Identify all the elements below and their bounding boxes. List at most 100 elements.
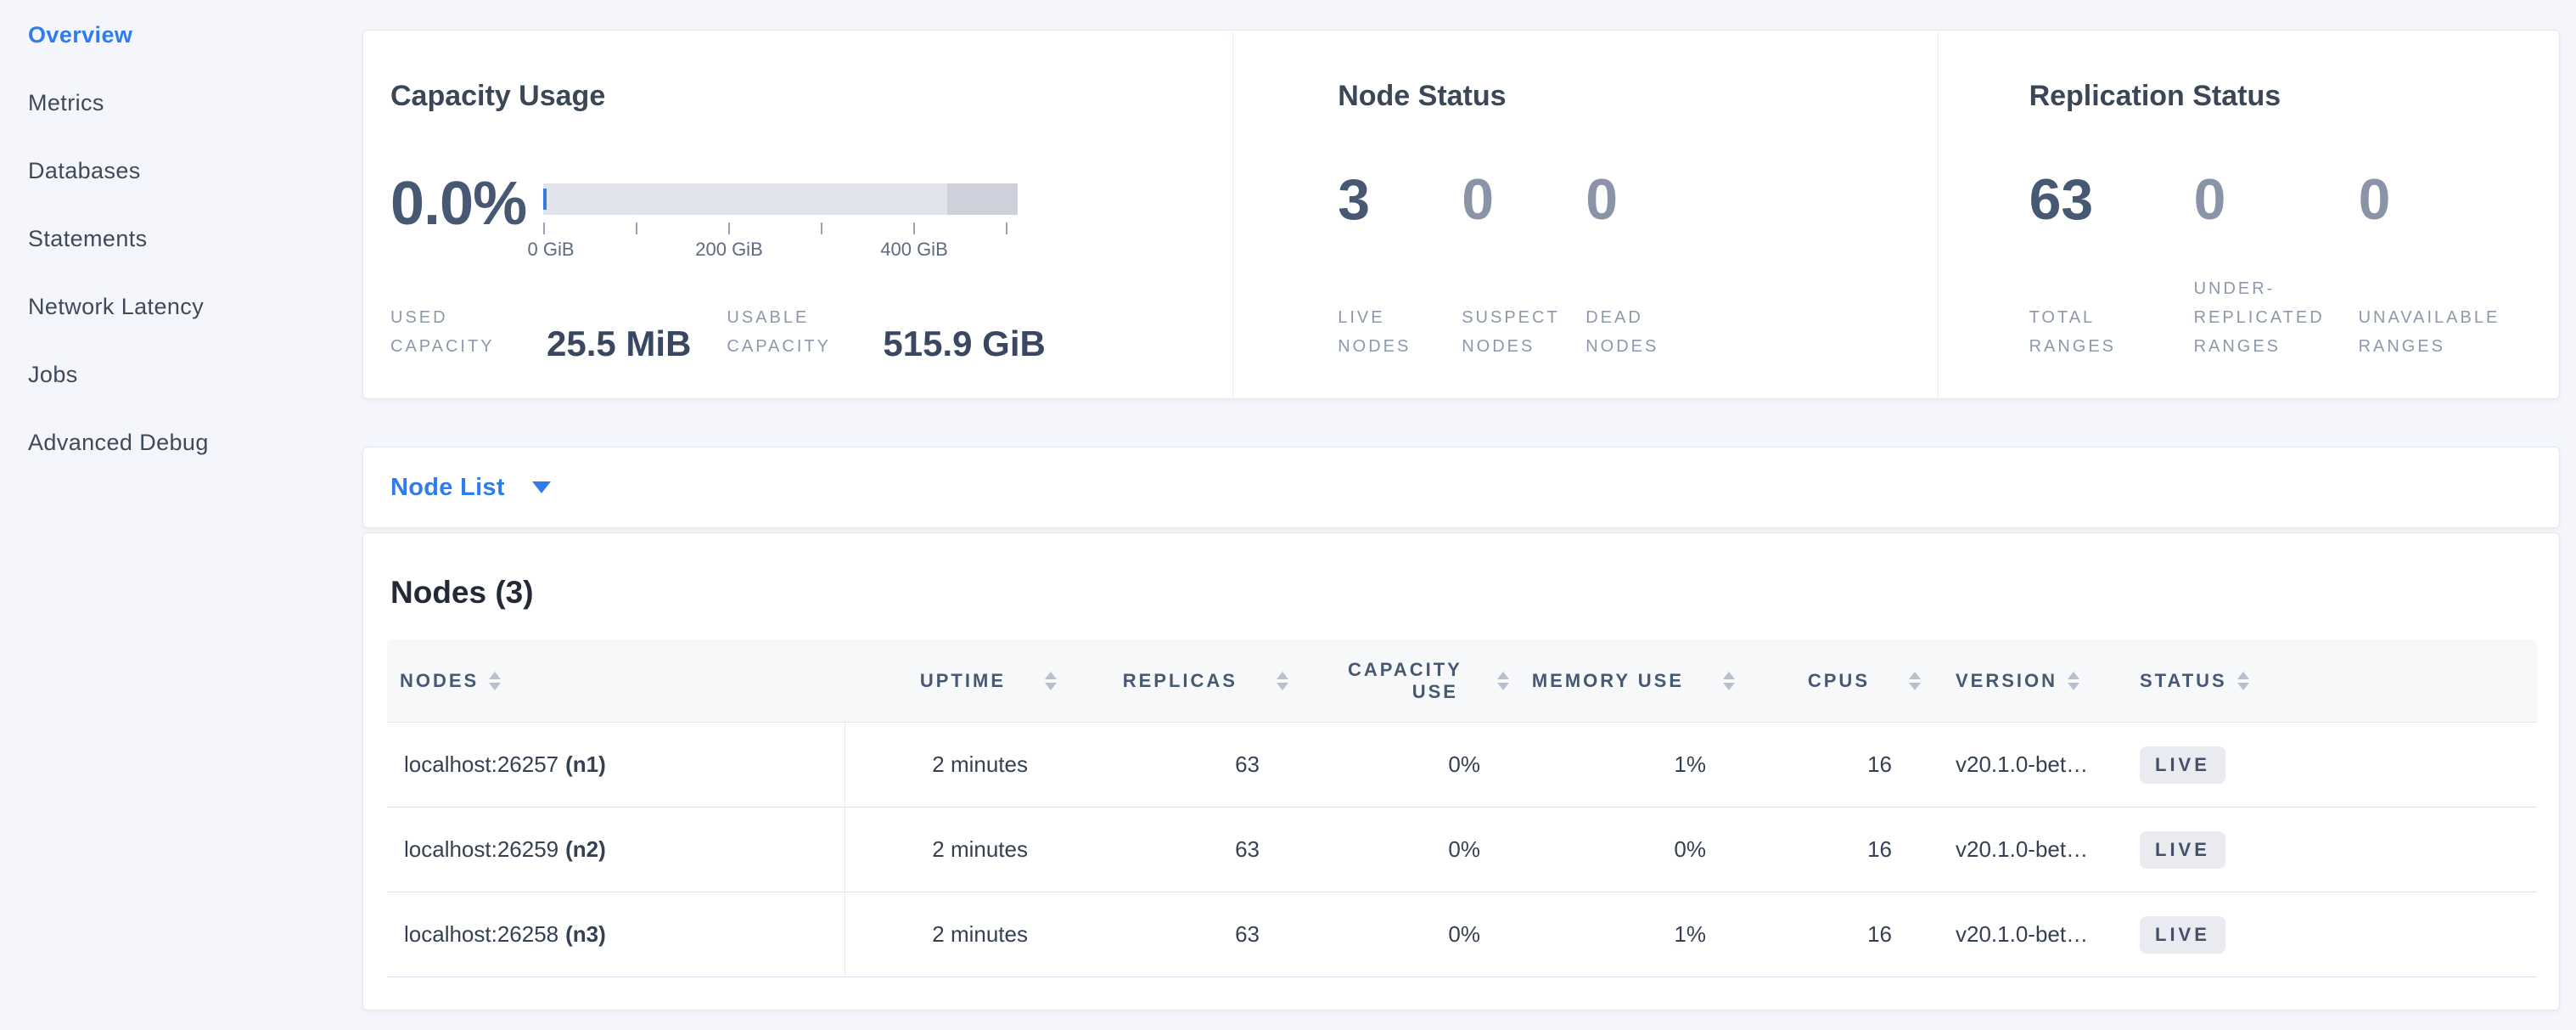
nodes-table-card: Nodes (3) NODES UPTIME REPLICAS CAPACITY… (362, 532, 2560, 1010)
column-header-label: VERSION (1956, 669, 2058, 691)
column-header-label: UPTIME (919, 669, 1006, 691)
live-nodes-count: 3 (1338, 167, 1371, 232)
node-status-title: Node Status (1338, 80, 1507, 112)
capacity-gauge: 0 GiB 200 GiB 400 GiB (527, 183, 1018, 262)
sort-icon (2236, 671, 2249, 690)
capacity-usage-section: Capacity Usage 0.0% 0 GiB 200 GiB 400 Gi… (363, 31, 1232, 398)
sort-icon (1497, 671, 1509, 690)
under-replicated-ranges-label: UNDER-REPLICATED RANGES (2193, 279, 2325, 356)
cluster-summary-card: Capacity Usage 0.0% 0 GiB 200 GiB 400 Gi… (362, 30, 2560, 399)
node-status-section: Node Status 3 0 0 LIVE NODES SUSPECT NOD… (1232, 31, 1937, 398)
node-id: (n2) (565, 836, 606, 862)
sort-icon (1045, 671, 1057, 690)
column-header-cpus[interactable]: CPUS (1706, 639, 1921, 722)
column-header-memory-use[interactable]: MEMORY USE (1480, 639, 1735, 722)
capacity-use-cell: 0% (1448, 836, 1480, 862)
column-header-replicas[interactable]: REPLICAS (1028, 639, 1288, 722)
memory-use-cell: 0% (1674, 836, 1706, 862)
sidebar-item-jobs[interactable]: Jobs (28, 361, 78, 387)
unavailable-ranges-label: UNAVAILABLE RANGES (2358, 308, 2500, 356)
sort-icon (1723, 671, 1735, 690)
nodes-table-title: Nodes (3) (390, 575, 534, 610)
capacity-usage-title: Capacity Usage (390, 80, 606, 112)
node-id: (n3) (565, 921, 606, 947)
axis-label: 400 GiB (880, 239, 948, 260)
sidebar-item-metrics[interactable]: Metrics (28, 89, 104, 115)
node-address-cell[interactable]: localhost:26259 (n2) (387, 808, 845, 892)
replication-status-section: Replication Status 63 0 0 TOTAL RANGES U… (1937, 31, 2559, 398)
replication-status-title: Replication Status (2029, 80, 2281, 112)
capacity-gauge-axis-labels: 0 GiB 200 GiB 400 GiB (527, 239, 1018, 262)
column-header-label: REPLICAS (1122, 669, 1237, 691)
column-header-label: NODES (400, 669, 480, 691)
sort-icon (2068, 671, 2080, 690)
dead-nodes-count: 0 (1585, 167, 1619, 232)
column-header-version[interactable]: VERSION (1892, 639, 2123, 722)
node-address: localhost:26259 (404, 836, 559, 862)
column-header-capacity-use[interactable]: CAPACITY USE (1260, 639, 1509, 722)
capacity-gauge-used-marker (543, 189, 547, 210)
usable-capacity-label: USABLE CAPACITY (727, 308, 831, 356)
table-row: localhost:26257 (n1) 2 minutes 63 0% 1% … (387, 723, 2537, 808)
uptime-cell: 2 minutes (932, 836, 1028, 862)
node-address: localhost:26257 (404, 751, 559, 777)
node-status-values: 3 0 0 (1338, 170, 1709, 229)
node-address-cell[interactable]: localhost:26258 (n3) (387, 892, 845, 977)
cpus-cell: 16 (1867, 751, 1892, 777)
replicas-cell: 63 (1235, 921, 1260, 947)
version-cell: v20.1.0-bet… (1956, 921, 2089, 947)
total-ranges-label: TOTAL RANGES (2029, 308, 2117, 356)
uptime-cell: 2 minutes (932, 921, 1028, 947)
column-header-nodes[interactable]: NODES (387, 639, 845, 722)
sort-icon (489, 671, 502, 690)
column-header-label: CPUS (1807, 669, 1870, 691)
sort-icon (1909, 671, 1921, 690)
status-cell: LIVE (2123, 808, 2537, 892)
replication-status-labels: TOTAL RANGES UNDER-REPLICATED RANGES UNA… (2029, 274, 2523, 361)
cpus-cell: 16 (1867, 836, 1892, 862)
sidebar-item-network-latency[interactable]: Network Latency (28, 293, 205, 319)
table-header-row: NODES UPTIME REPLICAS CAPACITY USE MEMOR… (387, 639, 2537, 723)
node-address: localhost:26258 (404, 921, 559, 947)
capacity-use-cell: 0% (1448, 921, 1480, 947)
column-header-label: MEMORY USE (1531, 669, 1684, 691)
cpus-cell: 16 (1867, 921, 1892, 947)
axis-label: 200 GiB (695, 239, 763, 260)
node-id: (n1) (565, 751, 606, 777)
capacity-used-percent: 0.0% (390, 170, 527, 238)
column-header-label: STATUS (2140, 669, 2227, 691)
node-list-dropdown-label: Node List (390, 473, 505, 501)
uptime-cell: 2 minutes (932, 751, 1028, 777)
unavailable-ranges-count: 0 (2358, 167, 2391, 232)
status-cell: LIVE (2123, 892, 2537, 977)
status-cell: LIVE (2123, 723, 2537, 807)
version-cell: v20.1.0-bet… (1956, 836, 2089, 862)
capacity-gauge-ticks (543, 222, 1018, 234)
sort-icon (1277, 671, 1288, 690)
status-badge: LIVE (2140, 915, 2225, 954)
status-badge: LIVE (2140, 830, 2225, 869)
sidebar-item-overview[interactable]: Overview (28, 21, 133, 48)
memory-use-cell: 1% (1674, 921, 1706, 947)
sidebar-item-advanced-debug[interactable]: Advanced Debug (28, 429, 209, 455)
status-badge: LIVE (2140, 746, 2225, 784)
nodes-table: NODES UPTIME REPLICAS CAPACITY USE MEMOR… (387, 639, 2537, 977)
node-list-dropdown[interactable]: Node List (363, 474, 551, 502)
column-header-status[interactable]: STATUS (2123, 639, 2537, 722)
suspect-nodes-count: 0 (1462, 167, 1495, 232)
suspect-nodes-label: SUSPECT NODES (1462, 308, 1560, 356)
version-cell: v20.1.0-bet… (1956, 751, 2089, 777)
node-list-bar: Node List (362, 447, 2560, 528)
used-capacity-value: 25.5 MiB (547, 324, 692, 363)
live-nodes-label: LIVE NODES (1338, 308, 1411, 356)
sidebar-item-statements[interactable]: Statements (28, 225, 148, 251)
usable-capacity-value: 515.9 GiB (883, 324, 1046, 363)
capacity-stats: USED CAPACITY 25.5 MiB USABLE CAPACITY 5… (390, 303, 1046, 363)
axis-label: 0 GiB (527, 239, 575, 260)
replicas-cell: 63 (1235, 836, 1260, 862)
sidebar-item-databases[interactable]: Databases (28, 157, 141, 183)
dead-nodes-label: DEAD NODES (1585, 308, 1659, 356)
replication-status-values: 63 0 0 (2029, 170, 2523, 229)
node-address-cell[interactable]: localhost:26257 (n1) (387, 723, 845, 807)
column-header-uptime[interactable]: UPTIME (845, 639, 1057, 722)
